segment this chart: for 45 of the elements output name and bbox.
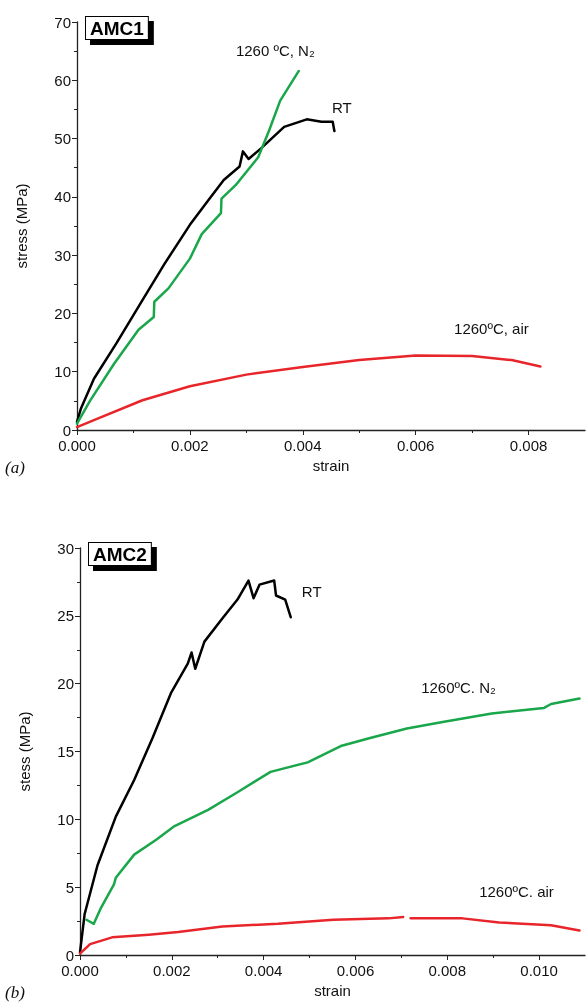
y-tick-label: 10: [57, 810, 74, 828]
series-label: RT: [301, 582, 322, 600]
x-tick-label: 0.006: [396, 437, 435, 454]
series-label: RT: [332, 98, 352, 116]
line-series: [75, 118, 336, 424]
y-tick-label: 40: [54, 188, 71, 206]
y-tick-label: 15: [57, 743, 74, 760]
chart-title: AMC2: [93, 544, 147, 565]
series-label: 1260ºC. N₂: [421, 679, 496, 697]
y-tick-label: 25: [57, 607, 74, 625]
x-tick-label: 0.010: [520, 962, 558, 979]
y-axis-title: stress (MPa): [13, 183, 30, 269]
y-tick-label: 30: [57, 539, 74, 557]
x-axis-title: strain: [312, 456, 350, 474]
x-tick-label: 0.006: [336, 962, 375, 979]
x-tick-label: 0.008: [428, 962, 467, 979]
x-tick-label: 0.000: [61, 962, 99, 979]
series-label: 1260ºC, air: [454, 319, 529, 337]
y-tick-label: 10: [54, 363, 71, 381]
y-tick-label: 20: [54, 304, 71, 322]
line-series: [78, 579, 292, 954]
x-tick-label: 0.000: [58, 437, 96, 454]
chart-title: AMC1: [90, 18, 145, 39]
x-tick-label: 0.002: [153, 962, 191, 979]
y-axis-title: stess (MPa): [16, 711, 33, 792]
x-tick-label: 0.002: [171, 437, 209, 454]
x-axis-title: strain: [314, 981, 351, 999]
x-tick-label: 0.004: [244, 962, 283, 979]
y-tick-label: 0: [62, 421, 71, 439]
x-tick-label: 0.004: [284, 437, 322, 454]
y-tick-label: 0: [65, 946, 74, 964]
y-tick-label: 50: [54, 130, 71, 148]
y-tick-label: 20: [57, 675, 74, 693]
text: (b): [5, 983, 26, 1002]
y-tick-label: 5: [65, 878, 74, 896]
y-tick-label: 60: [54, 71, 71, 89]
text: (a): [5, 458, 26, 477]
y-tick-label: 30: [54, 246, 71, 264]
line-series: [85, 697, 581, 926]
line-series: [75, 69, 301, 425]
x-tick-label: 0.008: [509, 437, 548, 454]
y-tick-label: 70: [54, 13, 71, 31]
series-label: 1260 ºC, N₂: [235, 41, 315, 59]
series-label: 1260ºC. air: [479, 883, 554, 901]
line-series: [75, 354, 542, 429]
